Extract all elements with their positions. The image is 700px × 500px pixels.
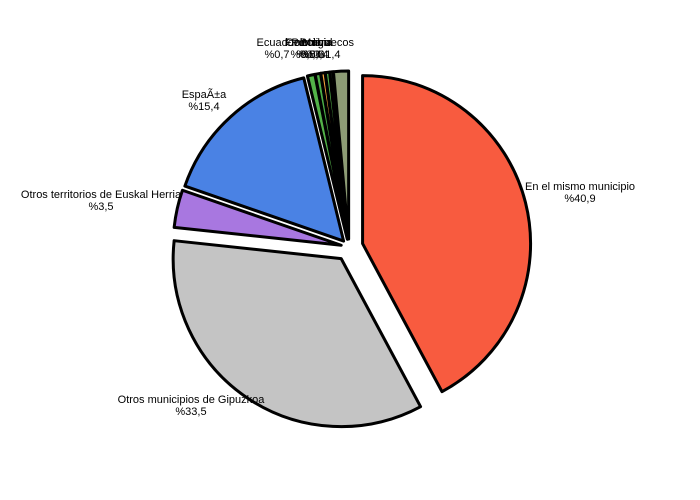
- slice-value-text: %0,5: [290, 49, 316, 61]
- pie-slice-2: [172, 188, 343, 247]
- slice-value-text: %0,3: [299, 49, 325, 61]
- slice-value-text: %15,4: [188, 101, 220, 113]
- slice-label-text: Francia: [284, 37, 322, 49]
- slice-value-text: %0,4: [296, 49, 322, 61]
- slice-value-text: %0,7: [264, 49, 290, 61]
- slice-label-5: Francia %0,5: [285, 37, 322, 61]
- pie-slice-1: [171, 239, 423, 429]
- slice-label-2: Otros territorios de Euskal Herria %3,5: [21, 189, 181, 213]
- slice-label-1: Otros municipios de Gipuzkoa %33,5: [118, 394, 265, 418]
- slice-label-8: Portugal %0,3: [292, 37, 333, 61]
- slice-value-text: %1,4: [315, 49, 341, 61]
- slice-label-text: Ecuador: [256, 37, 298, 49]
- slice-label-text: Bolivia: [299, 37, 333, 49]
- slice-label-4: Ecuador %0,7: [257, 37, 298, 61]
- slice-label-text: Otros municipios de Gipuzkoa: [117, 394, 265, 406]
- slice-label-text: Otros territorios de Euskal Herria: [20, 189, 182, 201]
- slice-label-6: Colombia %0,4: [286, 37, 332, 61]
- slice-value-text: %33,5: [175, 406, 207, 418]
- slice-value-text: %40,9: [564, 193, 596, 205]
- slice-label-text: Colombia: [285, 37, 333, 49]
- slice-value-text: %0,4: [303, 49, 329, 61]
- slice-label-7: Bolivia %0,4: [300, 37, 332, 61]
- pie-slice-9: [331, 69, 351, 241]
- pie-slice-0: [361, 74, 533, 394]
- slice-label-3: EspaÃ±a %15,4: [182, 89, 227, 113]
- slice-label-text: Portugal: [291, 37, 333, 49]
- slice-value-text: %3,5: [88, 201, 114, 213]
- slice-label-text: EspaÃ±a: [181, 89, 227, 101]
- slice-label-text: Marruecos: [302, 37, 354, 49]
- slice-label-text: En el mismo municipio: [524, 181, 636, 193]
- slice-label-0: En el mismo municipio %40,9: [525, 181, 635, 205]
- pie-slice-3: [183, 76, 346, 243]
- slice-label-9: Marruecos %1,4: [302, 37, 354, 61]
